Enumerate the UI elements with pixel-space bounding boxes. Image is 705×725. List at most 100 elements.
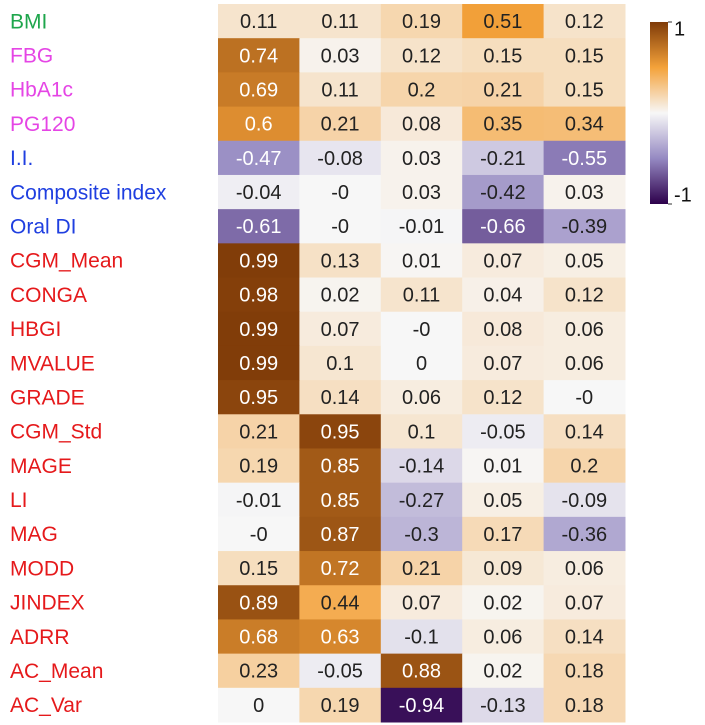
- heatmap-cell: [462, 243, 545, 279]
- cell-label: 0.21: [402, 558, 441, 580]
- cell-label: -0.47: [236, 148, 282, 170]
- cell-label: 0.06: [565, 558, 604, 580]
- heatmap-cell: [218, 380, 300, 415]
- cell-label: 0.12: [483, 387, 522, 409]
- heatmap-cell: [218, 653, 300, 689]
- cell-label: -0.61: [236, 216, 282, 238]
- heatmap-cell: [380, 448, 463, 484]
- cell-label: 0.23: [239, 661, 278, 683]
- heatmap-cell: [218, 448, 300, 484]
- cell-label: 0.68: [239, 627, 278, 649]
- heatmap-cell: [543, 380, 626, 415]
- cell-label: 0.15: [565, 45, 604, 67]
- heatmap-cell: [543, 72, 626, 108]
- colorbar-tick-label: -1: [674, 184, 692, 206]
- heatmap-cell: [299, 209, 382, 244]
- cell-label: 0.07: [321, 319, 360, 341]
- heatmap-cell: [543, 585, 626, 620]
- cell-label: 0.07: [483, 250, 522, 272]
- heatmap-cell: [299, 345, 382, 381]
- row-label: ADRR: [10, 626, 70, 649]
- heatmap-cell: [543, 482, 626, 518]
- cell-label: 0.02: [321, 285, 360, 307]
- heatmap-cell: [462, 106, 545, 142]
- cell-label: -0: [413, 319, 431, 341]
- heatmap-cell: [543, 140, 626, 176]
- heatmap-cell: [299, 482, 382, 518]
- cell-label: 0.07: [565, 592, 604, 614]
- heatmap-cell: [218, 345, 300, 381]
- row-label: AC_Var: [10, 694, 82, 717]
- heatmap-cell: [299, 585, 382, 620]
- cell-label: 0.14: [321, 387, 360, 409]
- cell-label: 0.35: [483, 114, 522, 136]
- heatmap-cell: [380, 140, 463, 176]
- cell-label: 0.15: [483, 45, 522, 67]
- cell-label: 0.99: [239, 319, 278, 341]
- heatmap-cell: [462, 619, 545, 655]
- cell-label: 0.87: [321, 524, 360, 546]
- heatmap-cell: [218, 585, 300, 620]
- cell-label: 0.1: [326, 353, 354, 375]
- row-label: AC_Mean: [10, 660, 103, 683]
- heatmap-cell: [543, 448, 626, 484]
- cell-label: 0.05: [565, 250, 604, 272]
- cell-label: -0.39: [562, 216, 608, 238]
- cell-label: 0.14: [565, 421, 604, 443]
- cell-label: 0.03: [402, 148, 441, 170]
- heatmap-cell: [462, 551, 545, 586]
- heatmap-cell: [299, 619, 382, 655]
- heatmap-cell: [299, 72, 382, 108]
- cell-label: 0.95: [321, 421, 360, 443]
- heatmap-cell: [218, 38, 300, 73]
- heatmap-cell: [299, 687, 382, 723]
- cell-label: 0.21: [239, 421, 278, 443]
- heatmap-cell: [543, 106, 626, 142]
- heatmap-cell: [218, 174, 300, 210]
- cell-label: 0.6: [245, 114, 273, 136]
- cell-label: 0.34: [565, 114, 604, 136]
- cell-label: 0.98: [239, 285, 278, 307]
- row-label: PG120: [10, 113, 75, 136]
- heatmap-cell: [299, 380, 382, 415]
- cell-label: 0.11: [403, 285, 440, 307]
- heatmap-cell: [218, 243, 300, 279]
- heatmap-cell: [462, 414, 545, 449]
- colorbar-tick-label: 1: [674, 18, 685, 40]
- cell-label: -0.13: [480, 695, 526, 717]
- heatmap-cell: [380, 482, 463, 518]
- heatmap-cell: [462, 482, 545, 518]
- heatmap-cell: [380, 551, 463, 586]
- cell-label: 0.02: [483, 661, 522, 683]
- row-label: CONGA: [10, 284, 87, 307]
- heatmap-cell: [380, 4, 463, 39]
- cell-label: 0.06: [402, 387, 441, 409]
- cell-label: -0.3: [404, 524, 438, 546]
- cell-label: -0.08: [317, 148, 363, 170]
- heatmap-cell: [218, 209, 300, 244]
- cell-label: 0.2: [570, 456, 598, 478]
- cell-label: 0.03: [402, 182, 441, 204]
- heatmap-cell: [218, 516, 300, 552]
- heatmap-cell: [218, 311, 300, 347]
- heatmap-cell: [462, 516, 545, 552]
- heatmap-cell: [299, 311, 382, 347]
- cell-label: 0.74: [239, 45, 278, 67]
- heatmap-cell: [380, 687, 463, 723]
- cell-label: 0.85: [321, 456, 360, 478]
- heatmap-cell: [380, 653, 463, 689]
- cell-label: 0.88: [402, 661, 441, 683]
- heatmap-cell: [462, 277, 545, 313]
- heatmap-cell: [380, 106, 463, 142]
- cell-label: -0.66: [480, 216, 526, 238]
- cell-label: -0.1: [404, 627, 438, 649]
- cell-label: 0.21: [483, 79, 522, 101]
- cell-label: -0.42: [480, 182, 526, 204]
- cell-label: 0.08: [402, 114, 441, 136]
- cell-label: 0.69: [239, 79, 278, 101]
- row-label: Composite index: [10, 181, 167, 204]
- row-label: JINDEX: [10, 592, 85, 615]
- cell-label: 0.12: [565, 285, 604, 307]
- heatmap-cell: [218, 482, 300, 518]
- cell-label: 0.06: [565, 319, 604, 341]
